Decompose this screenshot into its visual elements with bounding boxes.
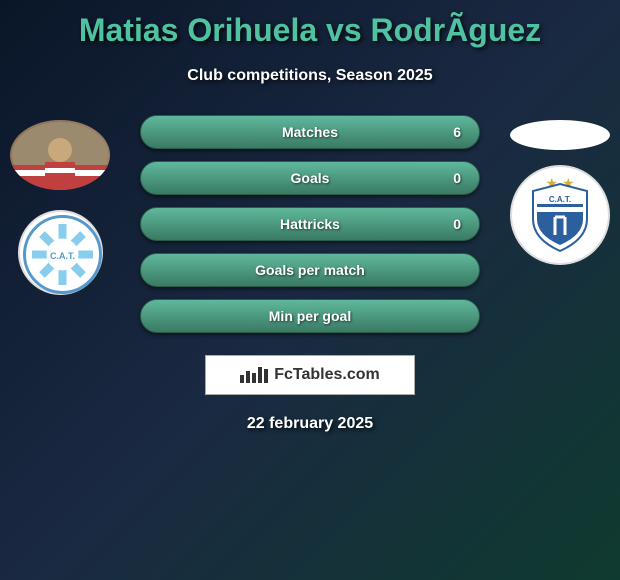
chart-icon xyxy=(240,367,268,383)
left-club-badge: C.A.T. xyxy=(18,210,103,295)
right-player-photo xyxy=(510,120,610,150)
right-club-badge: ★ ★ C.A.T. xyxy=(510,165,610,265)
stat-value: 0 xyxy=(453,216,461,232)
footer-date: 22 february 2025 xyxy=(0,415,620,433)
stat-label: Hattricks xyxy=(280,216,340,232)
stat-label: Goals xyxy=(291,170,330,186)
left-player-photo xyxy=(10,120,110,190)
stat-label: Goals per match xyxy=(255,262,365,278)
stat-row-min-per-goal: Min per goal xyxy=(140,299,480,333)
stat-row-matches: Matches 6 xyxy=(140,115,480,149)
comparison-title: Matias Orihuela vs RodrÃ­guez xyxy=(0,0,620,49)
stat-label: Min per goal xyxy=(269,308,351,324)
stat-value: 6 xyxy=(453,124,461,140)
brand-label: FcTables.com xyxy=(274,366,380,384)
svg-text:C.A.T.: C.A.T. xyxy=(49,251,74,261)
stat-row-goals: Goals 0 xyxy=(140,161,480,195)
stat-row-hattricks: Hattricks 0 xyxy=(140,207,480,241)
brand-box: FcTables.com xyxy=(205,355,415,395)
svg-text:C.A.T.: C.A.T. xyxy=(549,195,571,204)
stat-value: 0 xyxy=(453,170,461,186)
stat-label: Matches xyxy=(282,124,338,140)
stat-row-goals-per-match: Goals per match xyxy=(140,253,480,287)
right-player-column: ★ ★ C.A.T. xyxy=(510,120,610,265)
left-player-column: C.A.T. xyxy=(10,120,110,295)
comparison-subtitle: Club competitions, Season 2025 xyxy=(0,67,620,85)
